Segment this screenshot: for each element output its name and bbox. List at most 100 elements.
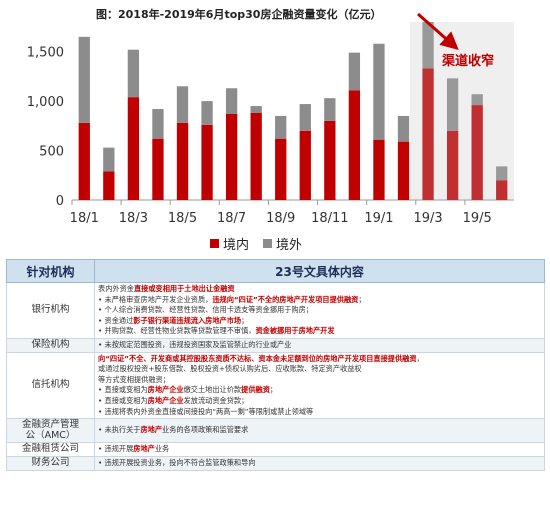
x-tick-label: 19/3 — [413, 211, 442, 226]
row-content: • 违规开展房地产业务 — [94, 442, 545, 457]
content-line: 表内外资金直接或变相用于土地出让金融资 — [98, 284, 235, 293]
annotation-label: 渠道收窄 — [442, 54, 495, 69]
row-org: 金融租赁公司 — [6, 442, 95, 457]
bar-domestic — [152, 138, 164, 200]
chart-panel: 0 500 1,000 1,500 18/1 18/3 18/5 18/7 18/9 18/11 1… — [0, 0, 550, 258]
x-tick-label: 18/11 — [311, 211, 348, 226]
row-content: 向“四证”不全、开发商或其控股股东资质不达标、资本金未足额到位的房地产开发项目直… — [94, 351, 545, 420]
bar-domestic — [324, 120, 336, 200]
content-line: • 并购贷款、经营性物业贷款等贷款管理不审慎，资金被挪用于房地产开发 — [98, 326, 335, 336]
bar-overseas — [103, 147, 115, 172]
legend-label-overseas: 境外 — [276, 238, 303, 253]
label-layer: 0 500 1,000 1,500 18/1 18/3 18/5 18/7 18/9 18/11 1… — [27, 46, 492, 226]
bar-layer — [78, 22, 508, 200]
content-line: • 违规开展投资业务，投向不符合监管政策和导向 — [98, 457, 256, 467]
content-line: • 未按规定范围投资，违规投资国家及监管禁止的行业或产业 — [98, 339, 292, 349]
table-body: 银行机构 表内外资金直接或变相用于土地出让金融资 • 未严格审查房地产开发企业资质，… — [6, 282, 545, 471]
content-line: • 违规开展房地产业务 — [98, 444, 170, 454]
bar-overseas — [275, 115, 287, 139]
bar-overseas — [496, 166, 508, 181]
row-content: 表内外资金直接或变相用于土地出让金融资 • 未严格审查房地产开发企业资质，违规向“… — [94, 282, 545, 339]
content-line: • 资金通过影子银行渠道违规流入房地产市场； — [98, 315, 249, 325]
header-content: 23号文具体内容 — [94, 259, 545, 283]
content-line: 或通过股权投资+股东借款、股权投资+债权认购劣后、应收账款、特定资产收益权 — [98, 364, 362, 374]
row-content: • 未按规定范围投资，违规投资国家及监管禁止的行业或产业 — [94, 337, 545, 353]
table-row: 银行机构 表内外资金直接或变相用于土地出让金融资 • 未严格审查房地产开发企业资质，… — [6, 282, 545, 339]
row-org: 信托机构 — [6, 351, 95, 420]
chart-title: 图：2018年-2019年6月top30房企融资量变化（亿元） — [96, 8, 382, 21]
x-tick-label: 18/7 — [217, 211, 246, 226]
highlight-region — [410, 22, 514, 200]
bar-domestic — [275, 138, 287, 200]
legend-item-overseas: 境外 — [263, 234, 302, 253]
bar-domestic — [103, 171, 115, 200]
bar-domestic — [78, 122, 90, 200]
row-org: 金融资产管理 公（AMC） — [6, 418, 95, 444]
bar-overseas — [324, 98, 336, 121]
legend: 境内 境外 — [210, 234, 302, 253]
y-tick-label: 0 — [56, 194, 64, 209]
bar-overseas — [201, 101, 213, 125]
content-line: 向“四证”不全、开发商或其控股股东资质不达标、资本金未足额到位的房地产开发项目直… — [98, 353, 424, 363]
bar-overseas — [127, 49, 140, 98]
header-org: 针对机构 — [6, 259, 95, 283]
row-content: • 违规开展投资业务，投向不符合监管政策和导向 — [94, 455, 545, 471]
stacked-bar-chart: 0 500 1,000 1,500 18/1 18/3 18/5 18/7 18/9 18/11 1… — [27, 12, 514, 226]
x-tick-label: 18/5 — [168, 211, 197, 226]
bar-domestic — [225, 113, 238, 200]
row-content: • 未执行关于房地产业务的各项政策和监管要求 — [94, 418, 545, 444]
bar-domestic — [250, 112, 262, 200]
content-line: 等方式变相提供融资； — [98, 374, 170, 384]
x-tick-label: 18/3 — [119, 211, 148, 226]
bar-overseas — [446, 78, 459, 131]
bar-domestic — [299, 130, 311, 200]
table-row: 金融资产管理 公（AMC） • 未执行关于房地产业务的各项政策和监管要求 — [6, 418, 545, 444]
annotation-arrow — [417, 12, 459, 50]
content-line: • 个人综合消费贷款、经营性贷款、信用卡透支等资金挪用于购房； — [98, 305, 313, 315]
x-tick-label: 18/1 — [70, 211, 99, 226]
y-tick-label: 1,500 — [27, 46, 64, 61]
table-row: 信托机构 向“四证”不全、开发商或其控股股东资质不达标、资本金未足额到位的房地产开… — [6, 351, 545, 420]
bar-overseas — [471, 94, 483, 106]
bar-overseas — [225, 88, 238, 114]
content-line: • 未执行关于房地产业务的各项政策和监管要求 — [98, 425, 249, 435]
bar-overseas — [78, 36, 90, 123]
legend-label-domestic: 境内 — [223, 238, 250, 253]
table-row: 金融租赁公司 • 违规开展房地产业务 — [6, 442, 545, 457]
bar-overseas — [299, 104, 311, 131]
bar-domestic — [127, 97, 140, 200]
axis-layer — [71, 199, 514, 205]
bar-overseas — [348, 52, 361, 91]
content-line: • 违规将表内外资金直接或间接投向“两高一剩”等限制或禁止领域等 — [98, 406, 314, 416]
content-line: • 直接或变相为房地产企业发放流动资金贷款； — [98, 395, 249, 405]
bar-domestic — [176, 122, 189, 200]
x-tick-label: 19/5 — [463, 211, 492, 226]
bar-domestic — [201, 124, 213, 200]
content-line: • 直接或变相为房地产企业缴交土地出让价款提供融资； — [98, 385, 278, 395]
bar-overseas — [422, 22, 434, 69]
legend-item-domestic: 境内 — [210, 234, 249, 253]
table-row: 保险机构 • 未按规定范围投资，违规投资国家及监管禁止的行业或产业 — [6, 337, 545, 353]
row-org: 银行机构 — [6, 282, 95, 339]
table-row: 财务公司 • 违规开展投资业务，投向不符合监管政策和导向 — [6, 455, 545, 471]
row-org: 保险机构 — [6, 337, 95, 353]
table-header-row: 针对机构 23号文具体内容 — [6, 259, 545, 283]
content-line: • 未严格审查房地产开发企业资质，违规向“四证”不全的房地产开发项目提供融资； — [98, 294, 366, 304]
y-tick-label: 1,000 — [27, 95, 64, 110]
row-org: 财务公司 — [6, 455, 95, 471]
bar-domestic — [422, 68, 434, 200]
bar-overseas — [373, 43, 385, 140]
legend-swatch-domestic — [210, 239, 219, 248]
bar-overseas — [152, 109, 164, 139]
bar-domestic — [446, 130, 459, 200]
x-tick-label: 19/1 — [364, 211, 393, 226]
bar-domestic — [496, 180, 508, 200]
x-tick-label: 18/9 — [266, 211, 295, 226]
policy-table: 针对机构 23号文具体内容 银行机构 表内外资金直接或变相用于土地出让金融资 • 未… — [6, 259, 545, 471]
bar-domestic — [348, 90, 361, 200]
y-tick-label: 500 — [39, 145, 64, 160]
bar-domestic — [373, 139, 385, 200]
bar-overseas — [176, 86, 189, 123]
legend-swatch-overseas — [263, 239, 273, 248]
bar-domestic — [397, 141, 410, 200]
